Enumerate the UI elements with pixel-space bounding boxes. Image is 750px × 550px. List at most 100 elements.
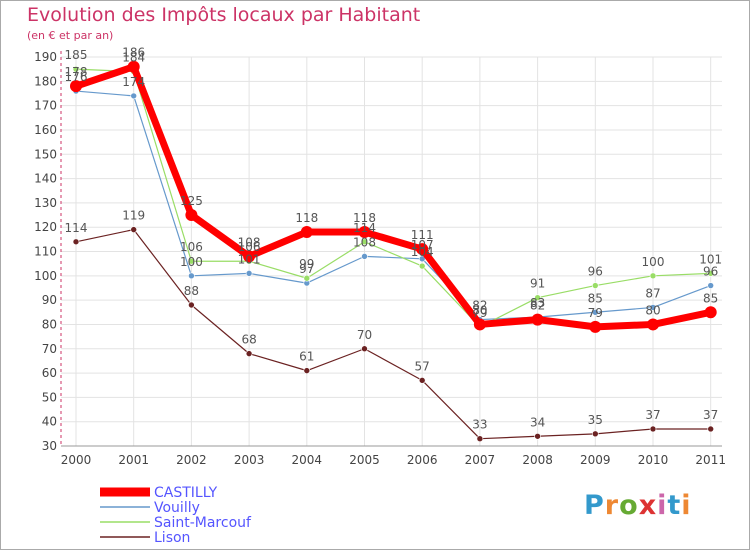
y-tick-label: 170 (34, 99, 57, 113)
data-point-lison (591, 430, 599, 438)
data-point-castilly (185, 209, 198, 222)
data-point-vouilly (707, 282, 715, 289)
data-point-vouilly (591, 308, 599, 316)
data-label-castilly: 85 (703, 291, 718, 305)
y-tick-label: 100 (34, 269, 57, 283)
data-label-castilly: 80 (472, 303, 487, 317)
data-label-castilly: 108 (238, 235, 261, 249)
series-line-saint-marcouf (75, 68, 711, 328)
data-label-saint-marcouf: 184 (122, 51, 145, 65)
x-tick-label: 2010 (638, 453, 669, 467)
y-tick-label: 120 (34, 220, 57, 234)
data-label-lison: 70 (357, 328, 372, 342)
data-point-castilly (531, 313, 544, 326)
data-label-vouilly: 87 (645, 286, 660, 300)
legend-label: CASTILLY (154, 485, 218, 501)
data-label-vouilly: 97 (299, 262, 314, 276)
data-label-castilly: 82 (530, 299, 545, 313)
legend-label: Saint-Marcouf (154, 515, 252, 531)
data-point-castilly (127, 60, 140, 73)
data-label-saint-marcouf: 99 (299, 257, 314, 271)
series-line-castilly (74, 63, 712, 331)
legend-label: Lison (154, 530, 190, 546)
x-tick-label: 2008 (522, 453, 553, 467)
data-label-vouilly: 107 (411, 238, 434, 252)
chart-subtitle: (en € et par an) (27, 29, 114, 42)
data-label-vouilly: 174 (122, 75, 145, 89)
data-label-vouilly: 85 (588, 291, 603, 305)
data-label-vouilly: 96 (703, 265, 718, 279)
data-point-saint-marcouf (361, 238, 368, 246)
data-label-lison: 114 (65, 221, 88, 235)
x-tick-label: 2001 (118, 453, 149, 467)
data-point-castilly (589, 320, 602, 333)
data-point-lison (72, 238, 80, 246)
data-point-saint-marcouf (72, 65, 80, 73)
data-point-saint-marcouf (418, 262, 426, 270)
data-point-lison (361, 345, 368, 353)
data-label-vouilly: 101 (238, 252, 261, 266)
x-tick-label: 2006 (407, 453, 438, 467)
data-label-saint-marcouf: 96 (588, 265, 603, 279)
y-tick-label: 50 (42, 390, 57, 404)
data-point-saint-marcouf (591, 282, 599, 289)
data-point-castilly (473, 318, 486, 331)
data-label-lison: 57 (415, 359, 430, 373)
y-tick-label: 140 (34, 172, 57, 186)
data-point-vouilly (130, 92, 137, 100)
x-tick-label: 2002 (176, 453, 207, 467)
y-tick-label: 90 (42, 293, 57, 307)
data-point-vouilly (361, 253, 368, 260)
data-point-saint-marcouf (534, 294, 541, 301)
y-tick-label: 80 (42, 317, 57, 331)
y-tick-label: 110 (34, 245, 57, 259)
y-tick-label: 130 (34, 196, 57, 210)
data-point-castilly (70, 80, 82, 93)
data-label-lison: 37 (645, 408, 660, 422)
data-label-saint-marcouf: 106 (238, 240, 261, 254)
data-label-castilly: 111 (411, 228, 434, 242)
data-label-lison: 33 (472, 418, 487, 432)
data-point-castilly (416, 243, 429, 256)
data-point-saint-marcouf (303, 274, 311, 282)
data-point-vouilly (418, 255, 426, 263)
data-label-castilly: 178 (65, 65, 88, 79)
data-label-lison: 119 (122, 209, 145, 223)
legend-label: Vouilly (154, 500, 200, 516)
data-point-castilly (300, 226, 313, 239)
proxiti-logo: Proxiti (584, 490, 692, 521)
series-line-lison (75, 229, 711, 440)
y-tick-label: 40 (42, 415, 57, 429)
data-point-castilly (358, 226, 371, 239)
data-point-castilly (243, 250, 256, 263)
data-point-castilly (704, 306, 717, 319)
data-point-lison (245, 350, 253, 357)
data-label-castilly: 118 (353, 211, 376, 225)
data-point-vouilly (245, 270, 253, 277)
x-tick-label: 2000 (61, 453, 92, 467)
data-label-castilly: 80 (645, 303, 660, 317)
y-tick-label: 190 (34, 50, 57, 64)
data-label-saint-marcouf: 106 (180, 240, 203, 254)
data-label-vouilly: 100 (180, 255, 203, 269)
y-tick-label: 60 (42, 366, 57, 380)
x-tick-label: 2005 (349, 453, 380, 467)
data-label-castilly: 79 (588, 306, 603, 320)
data-label-lison: 68 (241, 333, 256, 347)
series-line-vouilly (75, 90, 711, 321)
data-point-lison (476, 435, 484, 443)
data-label-vouilly: 82 (472, 299, 487, 313)
y-tick-label: 160 (34, 123, 57, 137)
data-label-castilly: 125 (180, 194, 203, 208)
data-label-castilly: 118 (295, 211, 318, 225)
data-point-lison (707, 425, 715, 433)
data-label-saint-marcouf: 101 (699, 252, 722, 266)
data-point-lison (534, 432, 541, 440)
y-tick-label: 30 (42, 439, 57, 453)
chart-title: Evolution des Impôts locaux par Habitant (27, 4, 421, 26)
data-point-saint-marcouf (707, 270, 715, 277)
x-tick-label: 2007 (465, 453, 496, 467)
y-tick-label: 180 (34, 74, 57, 88)
data-label-castilly: 186 (122, 46, 145, 60)
data-point-vouilly (188, 272, 195, 280)
